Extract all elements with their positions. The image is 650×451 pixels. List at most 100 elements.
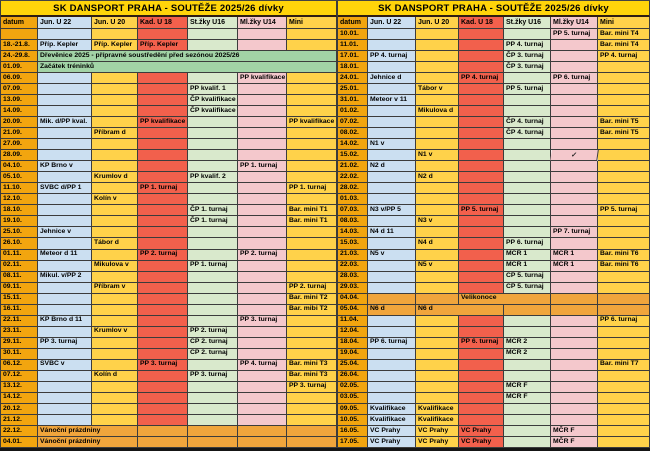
empty-cell	[287, 260, 337, 272]
empty-cell	[238, 172, 287, 184]
empty-cell	[416, 359, 459, 371]
empty-cell	[459, 392, 504, 404]
empty-cell	[416, 326, 459, 338]
empty-cell	[188, 282, 238, 294]
empty-cell	[188, 315, 238, 327]
date-cell: 25.04.	[338, 359, 368, 371]
empty-cell	[138, 106, 188, 118]
date-cell: 28.09.	[1, 150, 38, 162]
empty-cell	[238, 260, 287, 272]
empty-cell	[238, 425, 287, 437]
empty-cell	[238, 414, 287, 426]
event-cell: PP 1. turnaj	[287, 183, 337, 195]
event-cell: PP kvalifikace	[238, 73, 287, 85]
event-cell: MČR F	[551, 425, 598, 437]
empty-cell	[368, 183, 416, 195]
date-cell: 20.09.	[1, 117, 38, 129]
event-cell: SVBC v	[38, 359, 92, 371]
empty-cell	[459, 117, 504, 129]
col-header-mlzky-u14: Ml.žky U14	[238, 17, 287, 29]
sheet-title: SK DANSPORT PRAHA - SOUTĚŽE 2025/26 dívk…	[1, 1, 337, 17]
empty-cell	[504, 172, 551, 184]
empty-cell	[416, 381, 459, 393]
empty-cell	[138, 29, 188, 41]
empty-cell	[287, 161, 337, 173]
empty-cell	[459, 216, 504, 228]
date-cell: 14.09.	[1, 106, 38, 118]
empty-cell	[459, 370, 504, 382]
event-cell: PP 5. turnaj	[459, 205, 504, 217]
empty-cell	[504, 414, 551, 426]
event-cell: Kolín d	[92, 370, 138, 382]
date-cell: 15.02.	[338, 150, 368, 162]
empty-cell	[598, 271, 650, 283]
event-cell: MČR 1	[504, 249, 551, 261]
event-cell: VC Prahy	[368, 436, 416, 448]
empty-cell	[238, 106, 287, 118]
empty-cell	[416, 194, 459, 206]
empty-cell	[368, 150, 416, 162]
empty-cell	[188, 238, 238, 250]
empty-cell	[504, 315, 551, 327]
empty-cell	[504, 425, 551, 437]
event-cell: Bar. mini T5	[598, 128, 650, 140]
empty-cell	[138, 370, 188, 382]
date-cell: 19.04.	[338, 348, 368, 360]
event-cell: Bar. mini T6	[598, 249, 650, 261]
season-span-cell: Dřevěnice 2025 - přípravné soustředění p…	[38, 51, 337, 63]
date-cell: 24.01.	[338, 73, 368, 85]
empty-cell	[287, 392, 337, 404]
empty-cell	[38, 370, 92, 382]
empty-cell	[416, 271, 459, 283]
empty-cell	[38, 238, 92, 250]
event-cell: Bar. mibi T2	[287, 304, 337, 316]
empty-cell	[138, 194, 188, 206]
event-cell: N3 v	[416, 216, 459, 228]
date-cell: 18.10.	[1, 205, 38, 217]
event-cell: PP 6. turnaj	[551, 73, 598, 85]
empty-cell	[551, 326, 598, 338]
date-cell: 14.03.	[338, 227, 368, 239]
empty-cell	[38, 128, 92, 140]
event-cell: ČP 1. turnaj	[188, 216, 238, 228]
empty-cell	[238, 227, 287, 239]
empty-cell	[138, 315, 188, 327]
date-cell: 07.03.	[338, 205, 368, 217]
event-cell: Bar. mini T4	[598, 29, 650, 41]
empty-cell	[598, 62, 650, 74]
event-cell: Bar. mini T4	[598, 40, 650, 52]
empty-cell	[459, 238, 504, 250]
empty-cell	[368, 106, 416, 118]
empty-cell	[504, 216, 551, 228]
empty-cell	[138, 227, 188, 239]
empty-cell	[598, 84, 650, 96]
empty-cell	[287, 403, 337, 415]
date-cell: 25.10.	[1, 227, 38, 239]
date-cell: 02.11.	[1, 260, 38, 272]
empty-cell	[598, 403, 650, 415]
empty-cell	[287, 73, 337, 85]
event-cell: PP 4. turnaj	[504, 40, 551, 52]
empty-cell	[238, 205, 287, 217]
col-header-stzky-u16: St.žky U16	[188, 17, 238, 29]
empty-cell	[551, 51, 598, 63]
empty-cell	[598, 227, 650, 239]
empty-cell	[551, 117, 598, 129]
date-cell: 13.09.	[1, 95, 38, 107]
empty-cell	[92, 161, 138, 173]
empty-cell	[598, 161, 650, 173]
empty-cell	[287, 106, 337, 118]
empty-cell	[138, 260, 188, 272]
event-cell: Bar. mini T5	[598, 117, 650, 129]
empty-cell	[188, 117, 238, 129]
event-cell: PP 4. turnaj	[598, 51, 650, 63]
empty-cell	[416, 51, 459, 63]
date-cell: 08.11.	[1, 271, 38, 283]
event-cell: SVBC d/PP 1	[38, 183, 92, 195]
date-cell: 22.12.	[1, 425, 38, 437]
event-cell: Mikul. v/PP 2	[38, 271, 92, 283]
event-cell: PP 3. turnaj	[238, 315, 287, 327]
empty-cell	[92, 403, 138, 415]
empty-cell	[459, 95, 504, 107]
